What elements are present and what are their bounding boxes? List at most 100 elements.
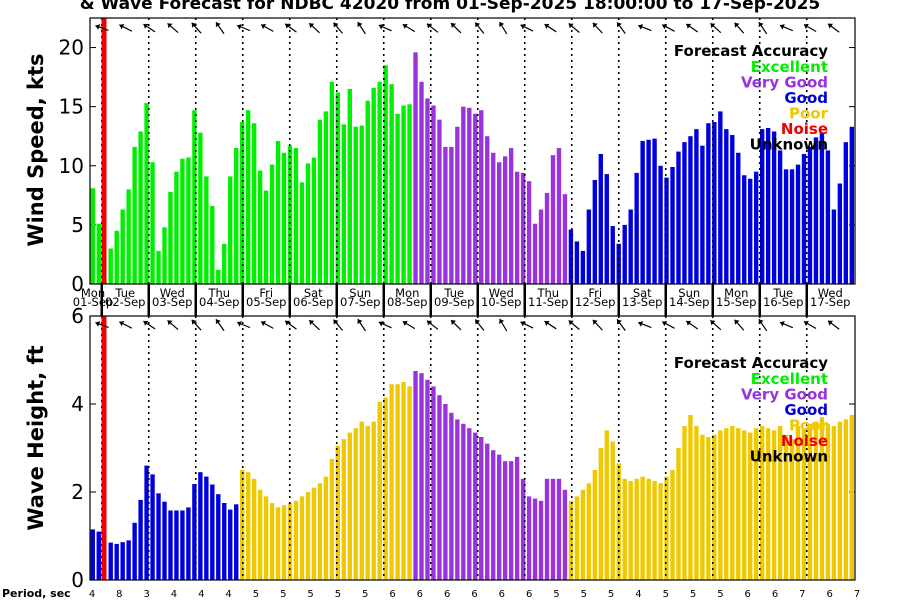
period-value: 7 bbox=[854, 589, 860, 600]
wave-bar bbox=[748, 432, 753, 580]
wind-bar bbox=[132, 146, 137, 284]
wind-bar bbox=[646, 139, 651, 284]
wave-direction-arrow-icon bbox=[592, 319, 603, 331]
wind-bar bbox=[395, 113, 400, 284]
wave-legend-entry: Unknown bbox=[750, 448, 828, 466]
wind-bar bbox=[162, 227, 167, 284]
period-value: 5 bbox=[280, 589, 286, 600]
wind-bar bbox=[574, 241, 580, 284]
wind-bar bbox=[568, 229, 574, 284]
wind-direction-arrow-icon bbox=[568, 23, 580, 33]
wave-direction-arrow-icon bbox=[758, 318, 768, 332]
wind-bar bbox=[275, 140, 281, 284]
wind-bar bbox=[742, 175, 747, 284]
wave-bar bbox=[467, 428, 472, 580]
wave-bar bbox=[425, 379, 430, 580]
period-value: 6 bbox=[772, 589, 778, 600]
wave-bar bbox=[311, 487, 317, 580]
wind-ytick-label: 0 bbox=[71, 272, 84, 296]
day-name-label: Sun bbox=[349, 286, 371, 300]
period-value: 6 bbox=[417, 589, 423, 600]
wind-direction-arrow-icon bbox=[167, 22, 179, 34]
wave-direction-arrow-icon bbox=[474, 319, 485, 331]
wind-bar bbox=[335, 92, 341, 284]
wave-direction-arrow-icon bbox=[191, 319, 202, 331]
day-name-label: Fri bbox=[588, 286, 602, 300]
wind-direction-arrow-icon bbox=[308, 22, 320, 34]
wind-direction-arrow-icon bbox=[779, 24, 794, 32]
wave-legend-entry: Very Good bbox=[741, 386, 828, 404]
wind-direction-arrow-icon bbox=[709, 22, 722, 34]
wind-ytick-label: 10 bbox=[59, 154, 84, 178]
period-value: 6 bbox=[826, 589, 832, 600]
wind-bar bbox=[269, 164, 275, 284]
wave-bar bbox=[120, 542, 125, 580]
wind-direction-arrow-icon bbox=[520, 23, 534, 32]
wind-bar bbox=[753, 171, 759, 284]
wind-bar bbox=[658, 165, 663, 284]
wave-bar bbox=[807, 423, 813, 580]
wave-bar bbox=[186, 507, 191, 580]
wave-bar bbox=[347, 432, 352, 580]
wave-bar bbox=[180, 510, 185, 580]
wave-bar bbox=[813, 421, 819, 580]
wind-bar bbox=[538, 209, 544, 284]
wind-bar bbox=[592, 179, 598, 284]
period-value: 4 bbox=[198, 589, 204, 600]
wave-bar bbox=[628, 481, 633, 580]
wind-bar bbox=[198, 132, 203, 284]
wave-direction-arrow-icon bbox=[426, 320, 439, 330]
wave-bar bbox=[538, 500, 544, 580]
period-value: 5 bbox=[307, 589, 313, 600]
wind-bar bbox=[216, 269, 221, 284]
wave-bar bbox=[610, 441, 615, 580]
wind-bar bbox=[359, 125, 364, 285]
day-name-label: Tue bbox=[443, 286, 464, 300]
wave-bar bbox=[443, 404, 448, 580]
wind-bar bbox=[502, 156, 508, 284]
day-name-label: Mon bbox=[724, 286, 748, 300]
wave-bar bbox=[849, 415, 854, 580]
wind-bar bbox=[251, 123, 257, 285]
wind-bar bbox=[419, 81, 424, 284]
wave-bar bbox=[831, 426, 837, 580]
wind-bar bbox=[311, 157, 317, 284]
wave-bar bbox=[514, 456, 520, 580]
wave-bar bbox=[664, 476, 669, 580]
wind-bar bbox=[96, 223, 101, 284]
wave-bar bbox=[431, 386, 436, 580]
wind-bar bbox=[377, 81, 382, 284]
wind-ytick-label: 20 bbox=[59, 36, 84, 60]
period-value: 5 bbox=[553, 589, 559, 600]
wave-bar bbox=[508, 461, 514, 580]
wind-bar bbox=[628, 209, 633, 284]
wave-bar bbox=[251, 478, 257, 580]
wind-direction-arrow-icon bbox=[827, 23, 840, 33]
wave-bar bbox=[228, 509, 233, 580]
wave-direction-arrow-icon bbox=[357, 318, 366, 332]
day-date-label: 07-Sep bbox=[340, 295, 380, 309]
wave-direction-arrow-icon bbox=[119, 320, 133, 329]
wind-direction-arrow-icon bbox=[499, 21, 508, 35]
wind-ytick-label: 5 bbox=[71, 213, 84, 237]
wave-bar bbox=[491, 450, 496, 580]
wave-direction-arrow-icon bbox=[827, 320, 840, 330]
wave-ytick-label: 2 bbox=[71, 480, 84, 504]
wave-bar bbox=[383, 397, 388, 580]
period-value: 4 bbox=[225, 589, 231, 600]
wind-direction-arrow-icon bbox=[95, 24, 109, 31]
wind-bar bbox=[664, 177, 669, 284]
wave-bar bbox=[413, 371, 418, 580]
period-value: 6 bbox=[526, 589, 532, 600]
period-value: 5 bbox=[663, 589, 669, 600]
period-value: 5 bbox=[581, 589, 587, 600]
wind-legend-entry: Very Good bbox=[741, 74, 828, 92]
day-date-label: 11-Sep bbox=[528, 295, 568, 309]
wave-bar bbox=[556, 478, 562, 580]
period-value: 7 bbox=[799, 589, 805, 600]
wave-bar bbox=[586, 483, 592, 580]
wind-bar bbox=[263, 190, 269, 284]
wave-legend-entry: Noise bbox=[781, 432, 828, 450]
